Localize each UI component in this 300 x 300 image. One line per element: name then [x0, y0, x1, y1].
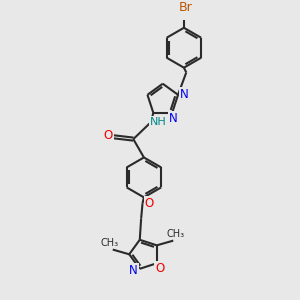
Text: N: N [180, 88, 188, 101]
Text: CH₃: CH₃ [167, 229, 185, 239]
Text: Br: Br [178, 1, 192, 13]
Text: N: N [129, 264, 138, 277]
Text: NH: NH [150, 117, 167, 127]
Text: O: O [145, 197, 154, 210]
Text: N: N [169, 112, 178, 125]
Text: O: O [104, 129, 113, 142]
Text: O: O [155, 262, 164, 275]
Text: CH₃: CH₃ [101, 238, 119, 248]
